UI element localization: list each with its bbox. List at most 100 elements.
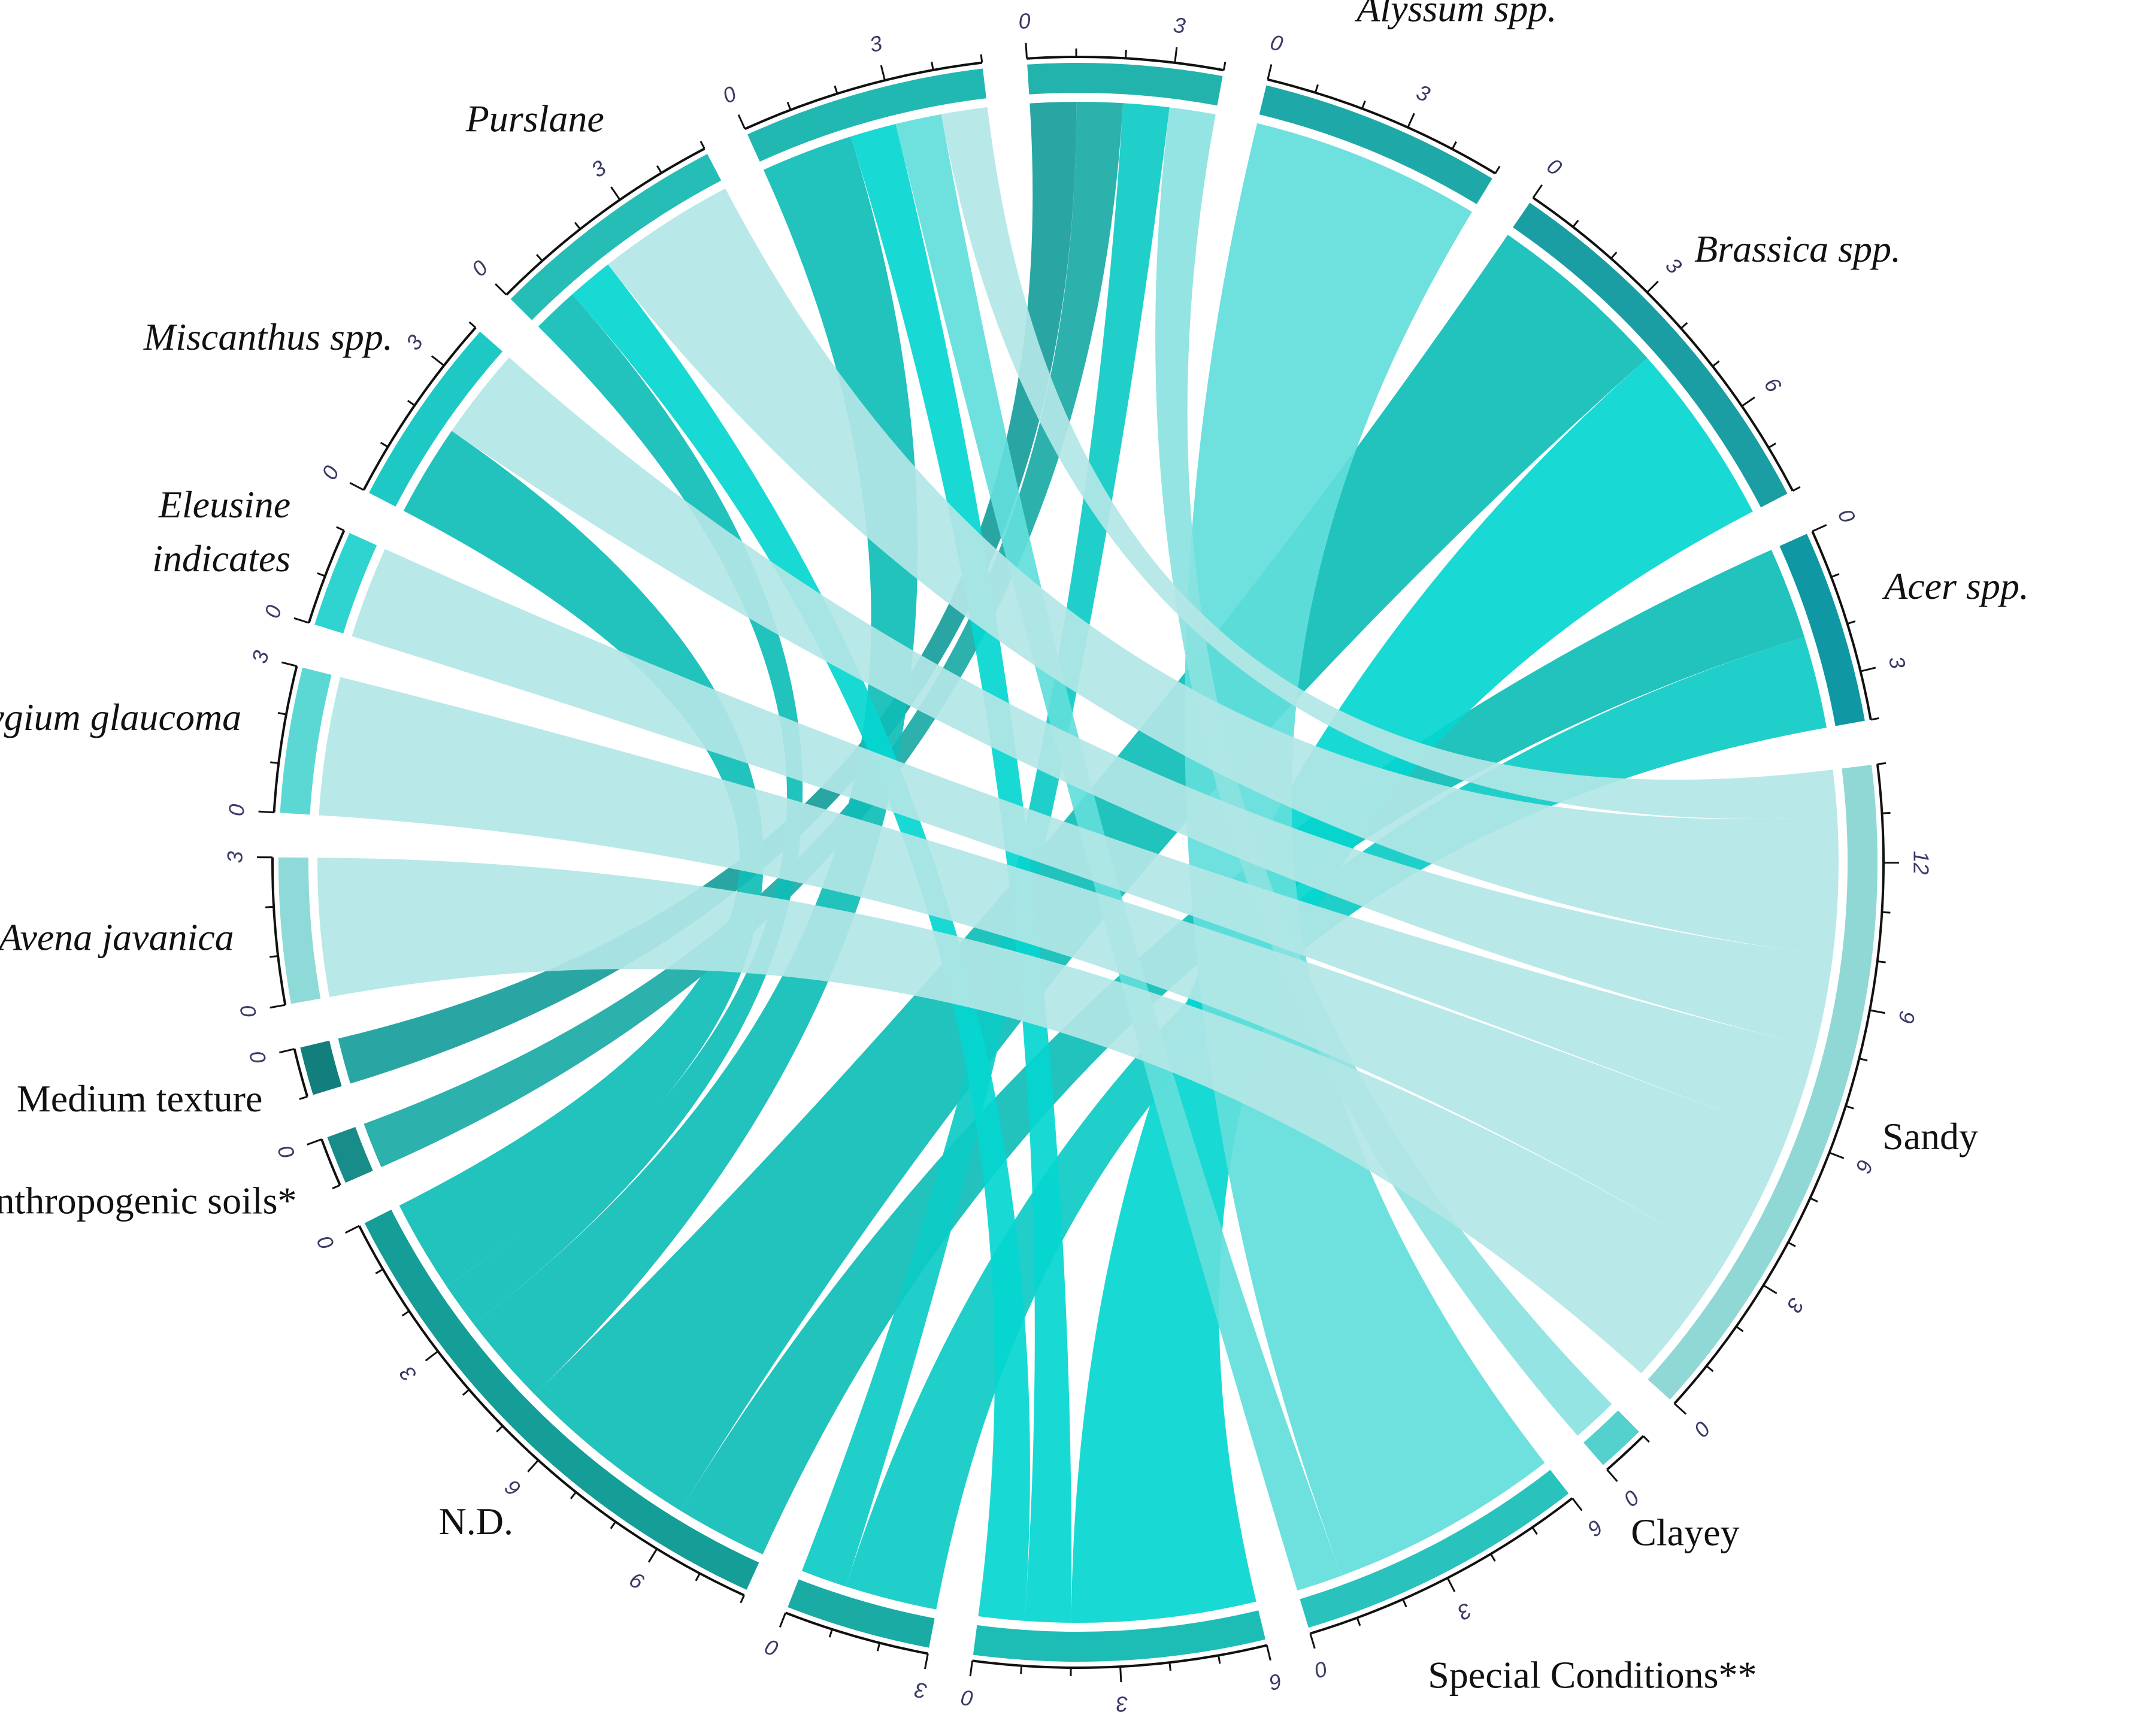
tick-mark	[1309, 1633, 1316, 1649]
tick-mark	[1402, 1599, 1407, 1608]
tick-label: 3	[1413, 80, 1434, 107]
ribbon-helianthus-nd	[473, 137, 918, 1395]
tick-mark	[1174, 47, 1178, 63]
tick-mark	[462, 1389, 470, 1396]
sector-label-alyssum: Alyssum spp.	[1354, 0, 1557, 30]
tick-mark	[656, 165, 662, 174]
tick-label: 0	[244, 1049, 271, 1066]
tick-mark	[610, 1521, 617, 1529]
sector-label-anthropogenic: Anthropogenic soils*	[0, 1180, 297, 1222]
tick-label: 3	[401, 330, 428, 355]
ribbon-miscanthus-sandy	[452, 357, 1833, 1048]
tick-mark	[737, 114, 746, 129]
tick-mark	[536, 254, 543, 262]
tick-mark	[931, 61, 934, 71]
ribbon-purslane-sandy	[608, 188, 1839, 956]
ribbon-tagetes-anthropogenic	[364, 102, 1124, 1168]
sector-arc-clayloam	[788, 1579, 935, 1648]
tick-label: 3	[586, 155, 610, 182]
tick-label: 0	[1312, 1656, 1330, 1683]
tick-mark	[876, 1643, 881, 1652]
tick-mark	[496, 1425, 504, 1433]
tick-mark	[880, 65, 886, 81]
tick-mark	[1489, 1553, 1496, 1562]
tick-mark	[1870, 717, 1879, 721]
tick-mark	[1869, 1009, 1885, 1014]
sector-label-purslane: Purslane	[465, 97, 604, 140]
tick-mark	[1673, 1402, 1687, 1415]
tick-mark	[258, 810, 274, 814]
tick-mark	[307, 1138, 322, 1146]
tick-label: 3	[913, 1677, 929, 1704]
tick-mark	[281, 661, 297, 667]
tick-mark	[380, 441, 389, 448]
tick-mark	[1792, 486, 1801, 492]
tick-mark	[1847, 620, 1856, 625]
tick-mark	[1451, 141, 1457, 150]
sector-arc-brassica	[1513, 202, 1788, 508]
sector-label-dipterygium: Dipterygium glaucoma	[0, 696, 241, 738]
tick-label: 0	[1833, 505, 1861, 526]
tick-label: 6	[500, 1475, 526, 1502]
tick-mark	[1736, 1325, 1744, 1332]
tick-mark	[1494, 165, 1501, 174]
tick-mark	[834, 85, 838, 94]
tick-mark	[1706, 1365, 1714, 1372]
tick-mark	[1860, 666, 1876, 672]
tick-mark	[647, 1548, 658, 1563]
tick-mark	[349, 481, 364, 491]
tick-label: 6	[1583, 1514, 1608, 1541]
ribbon-alyssum-special	[1185, 123, 1545, 1576]
tick-mark	[1859, 1058, 1868, 1062]
tick-mark	[1532, 184, 1543, 199]
tick-label: 3	[247, 648, 274, 665]
sector-arc-avena	[278, 857, 321, 1004]
sector-axis-acer	[1811, 531, 1872, 720]
ribbon-acer-nd	[680, 550, 1804, 1555]
tick-mark	[1829, 1152, 1845, 1159]
tick-label: 9	[1894, 1009, 1920, 1025]
sector-arc-helianthus	[747, 68, 986, 162]
tick-label: 3	[222, 851, 247, 863]
sector-axis-helianthus	[744, 61, 983, 131]
ribbon-avena-sandy	[317, 858, 1725, 1374]
sector-arc-acer	[1779, 534, 1865, 726]
sector-arc-clayey	[1583, 1410, 1639, 1465]
tick-mark	[828, 1629, 833, 1638]
tick-mark	[332, 1184, 341, 1190]
tick-mark	[1712, 360, 1720, 367]
tick-mark	[1025, 43, 1028, 59]
sector-label-miscanthus: Miscanthus spp.	[143, 316, 393, 358]
sector-arc-eleusine	[314, 532, 377, 634]
sector-arc-sandy	[1648, 765, 1878, 1400]
tick-label: 6	[1760, 373, 1787, 398]
tick-mark	[1314, 84, 1319, 93]
tick-label: 0	[1619, 1485, 1645, 1511]
tick-mark	[1222, 62, 1227, 71]
ribbon-layer	[317, 102, 1839, 1623]
sector-arc-purslane	[510, 154, 722, 320]
tick-mark	[1267, 64, 1273, 80]
tick-mark	[1606, 1469, 1618, 1482]
tick-mark	[1610, 252, 1618, 259]
tick-mark	[1531, 1526, 1538, 1535]
sector-axis-purslane	[505, 147, 705, 296]
tick-label: 3	[867, 31, 885, 57]
sector-arc-sandyloam	[973, 1610, 1265, 1662]
tick-label: 0	[762, 1634, 782, 1661]
tick-label: 6	[1267, 1668, 1285, 1695]
tick-mark	[1572, 220, 1579, 228]
sector-label-eleusine: Eleusine indicates	[152, 483, 290, 580]
sector-label-clayey: Clayey	[1631, 1511, 1739, 1554]
sector-arc-layer	[278, 63, 1878, 1662]
sector-arc-nd	[364, 1210, 759, 1590]
tick-mark	[980, 54, 983, 63]
tick-mark	[1218, 1655, 1221, 1664]
tick-mark	[1680, 322, 1688, 329]
sector-label-brassica: Brassica spp.	[1694, 228, 1901, 270]
ribbon-miscanthus-nd	[399, 431, 764, 1286]
tick-label: 6	[1851, 1156, 1878, 1177]
tick-label: 0	[1268, 29, 1285, 56]
sector-label-sandy: Sandy	[1882, 1115, 1978, 1158]
